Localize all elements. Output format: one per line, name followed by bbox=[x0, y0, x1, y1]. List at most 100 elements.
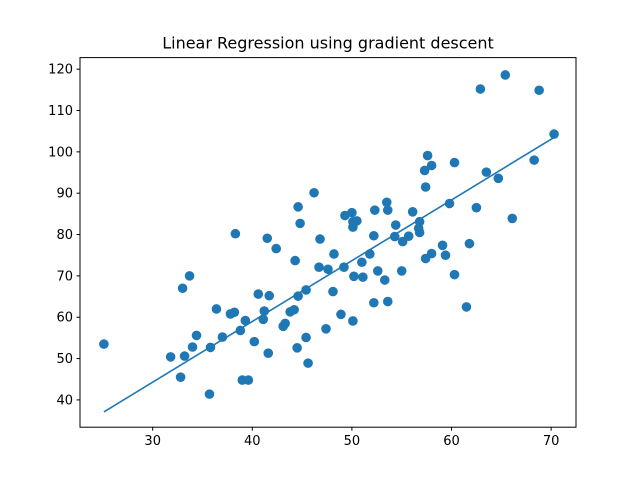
data-point bbox=[263, 348, 274, 358]
data-point bbox=[217, 332, 228, 342]
data-point bbox=[175, 372, 186, 382]
data-point bbox=[396, 266, 407, 276]
data-point bbox=[481, 167, 492, 177]
data-point bbox=[372, 266, 383, 276]
x-tick-label: 30 bbox=[144, 434, 161, 449]
data-point bbox=[264, 290, 275, 301]
regression-line-group bbox=[103, 136, 555, 413]
data-point bbox=[321, 324, 331, 334]
data-point bbox=[437, 240, 448, 251]
y-tick-label: 70 bbox=[56, 269, 73, 284]
data-point bbox=[179, 351, 190, 361]
data-point bbox=[420, 182, 431, 192]
data-point bbox=[381, 197, 392, 208]
data-point bbox=[336, 309, 346, 320]
data-point bbox=[165, 352, 176, 362]
data-point bbox=[389, 231, 400, 242]
data-point bbox=[414, 216, 425, 227]
data-point bbox=[303, 358, 313, 368]
y-tick-label: 120 bbox=[48, 63, 73, 78]
data-point bbox=[191, 330, 202, 341]
data-point bbox=[507, 213, 518, 224]
data-point bbox=[295, 218, 305, 229]
y-tick-label: 60 bbox=[56, 311, 73, 326]
data-point bbox=[534, 85, 544, 96]
y-tick-label: 90 bbox=[56, 187, 73, 202]
y-axis: 40 50 60 70 80 90 100 110 120 bbox=[48, 63, 80, 408]
data-point bbox=[449, 157, 460, 168]
data-point bbox=[262, 233, 273, 244]
data-point bbox=[426, 248, 437, 259]
data-point bbox=[369, 230, 379, 241]
data-point bbox=[407, 207, 418, 217]
data-point bbox=[289, 304, 299, 315]
y-tick-label: 100 bbox=[48, 145, 73, 160]
data-point bbox=[280, 318, 290, 329]
data-point bbox=[229, 307, 240, 318]
y-tick-label: 110 bbox=[48, 104, 73, 119]
plot-area bbox=[79, 57, 577, 428]
chart-title: Linear Regression using gradient descent bbox=[162, 34, 494, 53]
x-axis: 30 40 50 60 70 bbox=[144, 427, 559, 449]
x-tick-label: 70 bbox=[543, 434, 560, 449]
data-point bbox=[529, 155, 539, 165]
x-tick-label: 60 bbox=[443, 434, 460, 449]
data-point bbox=[358, 272, 368, 282]
data-point bbox=[500, 70, 511, 80]
data-point bbox=[440, 250, 451, 261]
data-point bbox=[444, 198, 455, 209]
data-point bbox=[422, 150, 433, 161]
data-point bbox=[426, 160, 437, 171]
data-point bbox=[475, 84, 486, 94]
data-point bbox=[382, 205, 393, 215]
data-point bbox=[249, 336, 260, 347]
data-point bbox=[253, 289, 264, 299]
scatter-points bbox=[99, 70, 559, 399]
data-point bbox=[240, 315, 251, 326]
data-point bbox=[187, 342, 198, 352]
data-point bbox=[301, 332, 311, 343]
data-point bbox=[314, 262, 324, 273]
regression-line bbox=[103, 136, 555, 413]
data-point bbox=[370, 205, 380, 215]
data-point bbox=[352, 216, 362, 226]
data-point bbox=[211, 304, 222, 314]
data-point bbox=[382, 296, 393, 307]
data-point bbox=[419, 165, 430, 176]
data-point bbox=[230, 228, 241, 239]
data-point bbox=[464, 238, 475, 249]
data-point bbox=[357, 257, 367, 268]
data-point bbox=[293, 202, 303, 212]
y-tick-label: 40 bbox=[56, 393, 73, 408]
data-point bbox=[390, 220, 401, 230]
data-point bbox=[293, 291, 303, 301]
data-point bbox=[323, 264, 333, 275]
data-point bbox=[328, 286, 338, 297]
data-point bbox=[99, 339, 109, 349]
data-point bbox=[471, 202, 482, 213]
data-point bbox=[309, 187, 319, 198]
x-tick-label: 40 bbox=[244, 434, 261, 449]
data-point bbox=[292, 343, 302, 353]
y-tick-label: 80 bbox=[56, 228, 73, 243]
data-point bbox=[461, 302, 472, 312]
data-point bbox=[315, 234, 325, 244]
data-point bbox=[177, 283, 188, 294]
data-point bbox=[347, 207, 357, 218]
x-tick-label: 50 bbox=[344, 434, 361, 449]
data-point bbox=[290, 255, 300, 266]
data-point bbox=[449, 269, 460, 280]
data-point bbox=[271, 243, 282, 254]
data-point bbox=[204, 389, 215, 399]
data-point bbox=[414, 227, 425, 238]
data-point bbox=[549, 129, 559, 139]
data-point bbox=[369, 297, 379, 308]
data-point bbox=[493, 173, 504, 184]
data-point bbox=[349, 271, 359, 282]
data-point bbox=[329, 249, 339, 259]
data-point bbox=[243, 375, 254, 385]
data-point bbox=[379, 275, 390, 285]
data-point bbox=[348, 316, 358, 326]
data-point bbox=[184, 271, 195, 281]
